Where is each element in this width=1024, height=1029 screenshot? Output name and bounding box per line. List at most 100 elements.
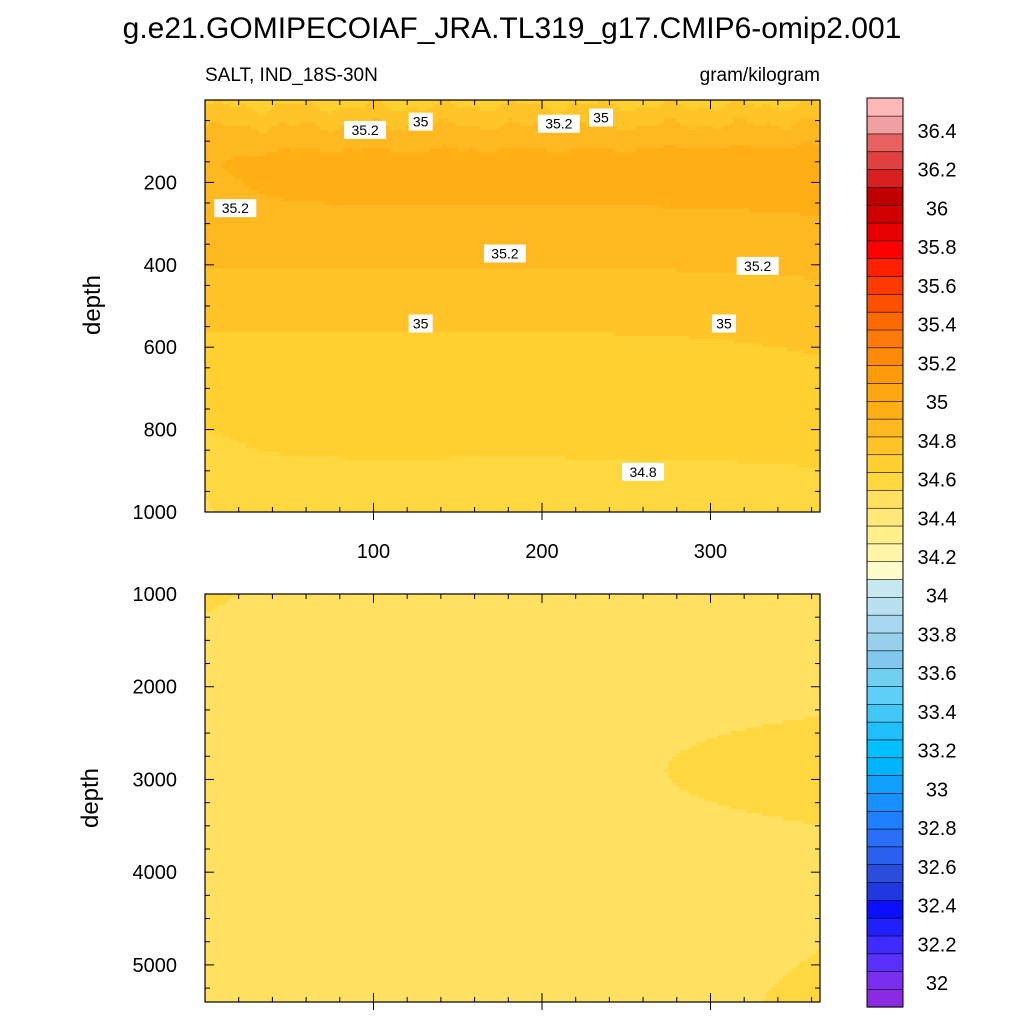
top-panel-field-cell — [487, 129, 493, 135]
top-panel-field-cell — [729, 171, 735, 176]
top-panel-field-cell — [237, 178, 243, 183]
top-panel-field-cell — [635, 208, 641, 213]
top-panel-field-cell — [233, 186, 239, 191]
top-panel-field-cell — [496, 133, 501, 139]
top-panel-field-cell — [672, 141, 678, 146]
top-panel-field-cell — [274, 118, 280, 124]
top-panel-field-cell — [233, 156, 239, 161]
top-panel-field-cell — [791, 137, 796, 142]
top-panel-field-cell — [815, 111, 821, 116]
top-panel-field-cell — [586, 174, 591, 180]
top-panel-field-cell — [389, 197, 395, 202]
top-panel-field-cell — [319, 107, 325, 112]
top-panel-field-cell — [643, 159, 649, 165]
top-panel-field-cell — [672, 137, 678, 142]
top-panel-field-cell — [811, 186, 817, 191]
top-panel-field-cell — [262, 163, 268, 169]
top-panel-field-cell — [807, 174, 813, 180]
top-panel-field-cell — [610, 129, 616, 135]
top-panel-field-cell — [705, 201, 710, 206]
top-panel-field-cell — [479, 114, 485, 120]
top-panel-field-cell — [684, 182, 690, 187]
top-panel-field-cell — [795, 208, 801, 213]
top-panel-field-cell — [578, 144, 583, 150]
top-panel-field-cell — [598, 216, 604, 221]
top-panel-field-cell — [750, 129, 755, 135]
top-panel-field-cell — [651, 208, 657, 213]
top-panel-field-cell — [713, 156, 719, 161]
top-panel-field-cell — [701, 167, 706, 172]
top-panel-field-cell — [733, 186, 739, 191]
top-panel-field-cell — [418, 152, 423, 157]
top-panel-field-cell — [471, 204, 477, 210]
top-panel-field-cell — [438, 167, 444, 172]
top-panel-field-cell — [323, 174, 329, 180]
top-panel-field-cell — [574, 103, 579, 109]
top-panel-field-cell — [692, 133, 698, 139]
top-panel-field-cell — [791, 216, 796, 221]
top-panel-field-cell — [651, 103, 657, 109]
top-panel-field-cell — [369, 144, 374, 150]
top-panel-field-cell — [701, 144, 706, 150]
top-panel-field-cell — [697, 197, 702, 202]
top-panel-field-cell — [311, 204, 317, 210]
top-panel-field-cell — [672, 171, 678, 176]
top-panel-field-cell — [615, 182, 620, 187]
top-panel-field-cell — [651, 126, 657, 131]
top-panel-field-cell — [779, 122, 784, 127]
top-panel-field-cell — [295, 178, 300, 183]
top-panel-field-cell — [561, 204, 567, 210]
top-panel-field-cell — [487, 137, 493, 142]
top-panel-field-cell — [590, 174, 596, 180]
top-panel-field-cell — [672, 189, 678, 195]
top-panel-field-cell — [651, 156, 657, 161]
top-panel-field-cell — [311, 133, 317, 139]
top-panel-field-cell — [750, 167, 755, 172]
top-panel-field-cell — [282, 137, 288, 142]
top-panel-field-cell — [783, 107, 788, 112]
top-panel-field-cell — [590, 193, 596, 198]
top-panel-field-cell — [258, 216, 263, 221]
top-panel-field-cell — [229, 148, 235, 154]
top-panel-field-cell — [369, 107, 374, 112]
top-panel-field-cell — [738, 189, 743, 195]
top-panel-field-cell — [205, 208, 210, 213]
top-panel-field-cell — [672, 114, 678, 120]
top-panel-field-cell — [221, 111, 227, 116]
top-panel-field-cell — [492, 103, 497, 109]
top-panel-field-cell — [205, 178, 210, 183]
top-panel-field-cell — [205, 193, 210, 198]
top-panel-field-cell — [803, 159, 809, 165]
top-panel-field-cell — [746, 152, 751, 157]
top-panel-field-cell — [799, 186, 805, 191]
top-panel-field-cell — [725, 152, 731, 157]
top-panel-field-cell — [520, 216, 526, 221]
top-panel-field-cell — [241, 118, 247, 124]
top-panel-field-cell — [295, 171, 300, 176]
top-panel-field-cell — [701, 189, 706, 195]
top-panel-field-cell — [479, 122, 485, 127]
top-panel-field-cell — [463, 212, 468, 217]
top-panel-field-cell — [762, 126, 768, 131]
top-panel-field-cell — [311, 167, 317, 172]
top-panel-field-cell — [311, 159, 317, 165]
top-panel-field-cell — [373, 223, 378, 228]
top-panel-field-cell — [213, 141, 218, 146]
top-panel-field-cell — [729, 156, 735, 161]
top-panel-field-cell — [680, 111, 686, 116]
top-panel-field-cell — [508, 212, 514, 217]
top-panel-field-cell — [533, 163, 538, 169]
top-panel-field-cell — [282, 118, 288, 124]
top-panel-field-cell — [500, 219, 505, 225]
top-panel-field-cell — [713, 186, 719, 191]
top-panel-field-cell — [713, 137, 719, 142]
top-panel-field-cell — [479, 100, 485, 105]
top-panel-field-cell — [815, 114, 821, 120]
top-panel-field-cell — [774, 126, 780, 131]
top-panel-field-cell — [639, 182, 645, 187]
top-panel-field-cell — [770, 186, 776, 191]
top-panel-field-cell — [586, 118, 591, 124]
top-panel-field-cell — [336, 148, 341, 154]
top-panel-field-cell — [565, 219, 571, 225]
top-panel-field-cell — [512, 189, 518, 195]
